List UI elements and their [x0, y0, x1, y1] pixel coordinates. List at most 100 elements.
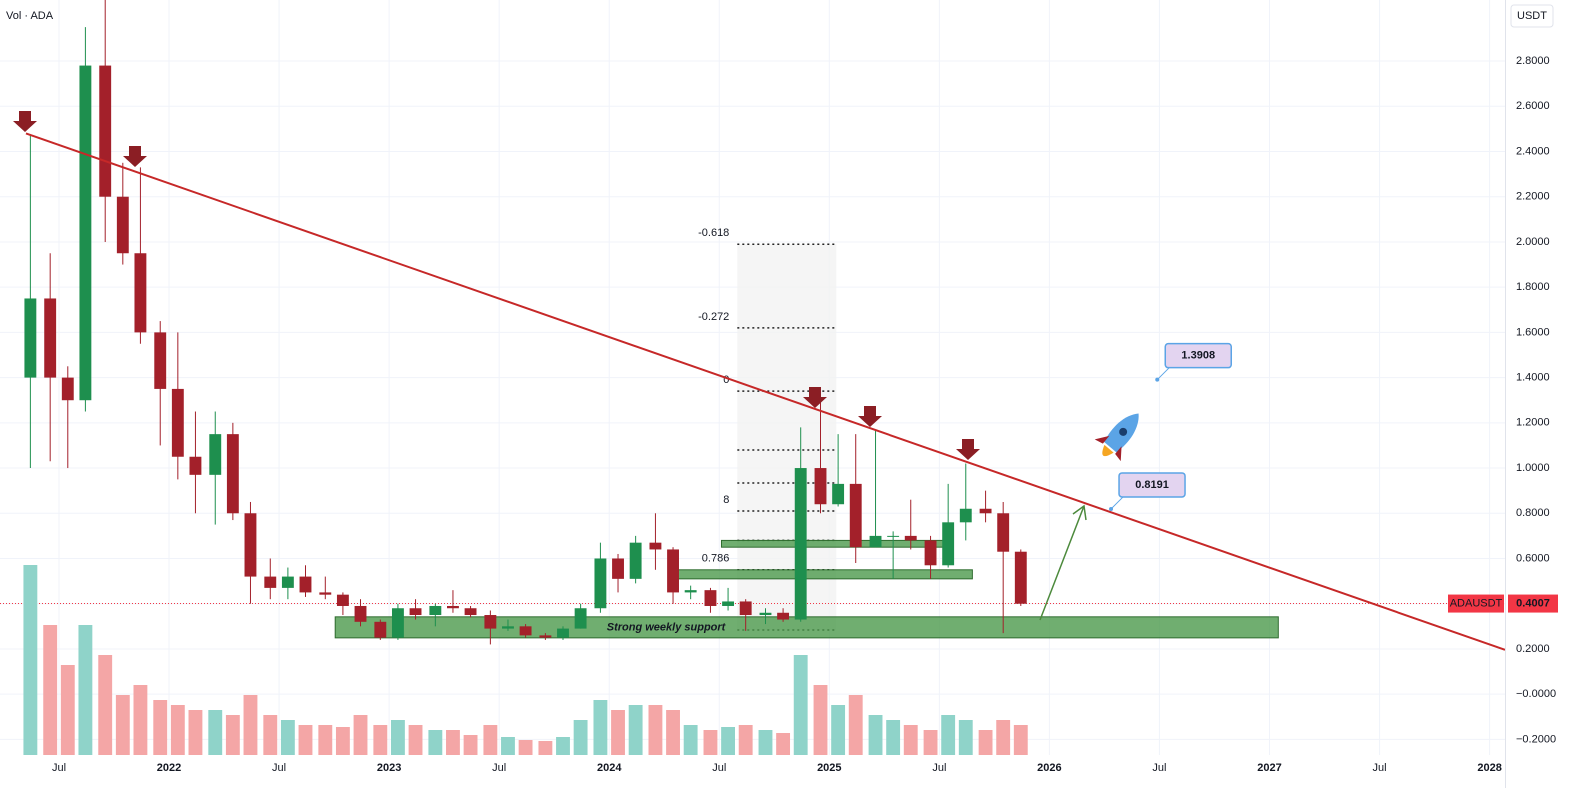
candle-body	[79, 65, 92, 401]
candle-body	[557, 628, 569, 638]
volume-bar	[648, 705, 663, 755]
candle-body	[667, 549, 679, 593]
candle-body	[887, 535, 900, 537]
volume-bar	[683, 725, 698, 755]
volume-bar	[60, 665, 75, 755]
candle-body	[429, 605, 442, 616]
volume-bar	[758, 730, 773, 755]
candle-body	[336, 594, 349, 606]
chart-title: Vol · ADA	[6, 10, 54, 22]
candle-body	[924, 540, 937, 566]
price-tag-symbol: ADAUSDT	[1450, 597, 1503, 609]
fib-label: -0.272	[698, 311, 729, 323]
candle-body	[904, 535, 917, 541]
x-tick-label: 2024	[597, 762, 622, 774]
x-tick-label: 2025	[817, 762, 841, 774]
x-tick-label: 2022	[157, 762, 181, 774]
down-marker	[858, 406, 882, 427]
volume-bar	[23, 565, 38, 755]
candle-body	[777, 612, 790, 620]
candle-body	[391, 608, 404, 638]
y-tick-label: 2.4000	[1516, 145, 1550, 157]
trendline	[25, 132, 1506, 651]
volume-bar	[188, 710, 203, 755]
y-tick-label: 0.6000	[1516, 552, 1550, 564]
candle-body	[189, 456, 202, 475]
y-tick-label: 2.8000	[1516, 55, 1550, 67]
y-tick-label: −0.2000	[1516, 733, 1556, 745]
volume-bar	[721, 727, 736, 755]
down-marker	[803, 387, 827, 408]
y-tick-label: 1.2000	[1516, 417, 1550, 429]
volume-bar	[373, 725, 388, 755]
down-marker	[123, 146, 147, 167]
candle-body	[24, 298, 37, 378]
volume-bar	[813, 685, 828, 755]
candle-body	[794, 468, 807, 620]
currency-box[interactable]	[1510, 4, 1554, 28]
projection-arrow	[1039, 504, 1087, 621]
candle-body	[502, 626, 514, 629]
volume-bar	[703, 730, 718, 755]
fib-label: -0.618	[698, 227, 729, 239]
candle-body	[519, 626, 532, 636]
volume-bar	[133, 685, 148, 755]
volume-bar	[538, 741, 553, 755]
zone	[676, 569, 973, 580]
zone	[720, 539, 947, 548]
y-tick-label: 1.6000	[1516, 326, 1550, 338]
candle-body	[759, 612, 772, 616]
candle-body	[684, 590, 697, 593]
target-label: 1.3908	[1181, 350, 1215, 362]
volume-bar	[556, 737, 570, 755]
volume-bar	[958, 720, 973, 755]
price-tag-symbol-bg	[1448, 594, 1504, 613]
x-tick-label: 2023	[377, 762, 401, 774]
volume-bar	[43, 625, 58, 755]
volume-bar	[628, 705, 643, 755]
candle-body	[61, 377, 74, 401]
fib-label: 0	[723, 374, 729, 386]
candle-body	[464, 608, 477, 616]
target-callout	[1110, 496, 1124, 510]
candle-body	[629, 542, 642, 579]
x-tick-label: Jul	[712, 762, 726, 774]
x-tick-label: Jul	[52, 762, 66, 774]
volume-bar	[886, 720, 901, 755]
y-tick-label: 1.4000	[1516, 372, 1550, 384]
volume-bar	[518, 740, 533, 755]
price-tag: 0.4007	[1516, 597, 1550, 609]
candle-body	[612, 558, 624, 579]
volume-bar	[335, 727, 350, 755]
candle-body	[116, 196, 129, 254]
volume-bar	[501, 737, 515, 755]
volume-bar	[593, 700, 608, 755]
arrow-line	[1039, 505, 1085, 621]
volume-bar	[738, 725, 753, 755]
candle-body	[814, 468, 827, 505]
x-tick-label: Jul	[492, 762, 506, 774]
candle-body	[299, 576, 312, 593]
rocket-window	[1119, 427, 1128, 436]
support-label: Strong weekly support	[607, 621, 727, 633]
volume-bar	[115, 695, 130, 755]
target-callout	[1156, 367, 1170, 381]
y-tick-label: 2.2000	[1516, 191, 1550, 203]
price-tag-bg	[1508, 594, 1558, 613]
volume-bar	[78, 625, 93, 755]
candle-body	[409, 608, 422, 616]
rocket	[1094, 413, 1139, 462]
markers	[13, 111, 980, 460]
candle-body	[739, 601, 752, 616]
volume-bar	[318, 725, 333, 755]
target-box	[1118, 472, 1186, 498]
x-tick-label: Jul	[1373, 762, 1387, 774]
y-tick-label: 2.6000	[1516, 100, 1550, 112]
volume-bar	[941, 715, 956, 755]
x-tick-label: Jul	[1152, 762, 1166, 774]
x-tick-label: Jul	[932, 762, 946, 774]
y-tick-label: −0.0000	[1516, 688, 1556, 700]
y-tick-label: 2.0000	[1516, 236, 1550, 248]
volume-bar	[170, 705, 185, 755]
